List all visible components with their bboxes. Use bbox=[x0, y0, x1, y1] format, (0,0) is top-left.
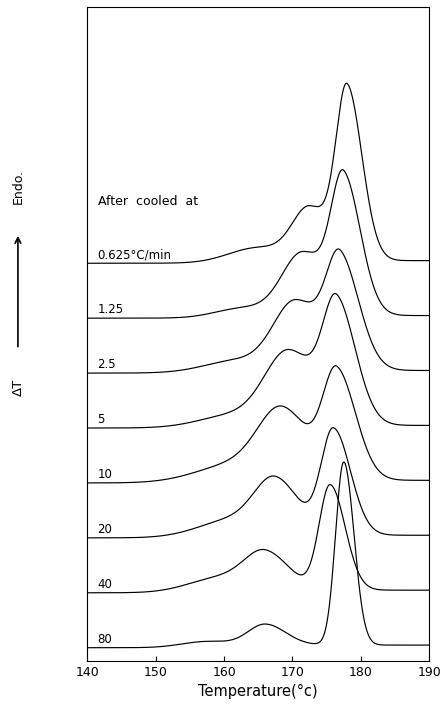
Text: ΔT: ΔT bbox=[11, 379, 25, 396]
Text: 10: 10 bbox=[98, 468, 112, 481]
Text: 80: 80 bbox=[98, 633, 112, 646]
Text: After  cooled  at: After cooled at bbox=[98, 195, 198, 208]
Text: 5: 5 bbox=[98, 413, 105, 426]
Text: 20: 20 bbox=[98, 523, 112, 536]
Text: 0.625°C/min: 0.625°C/min bbox=[98, 248, 172, 261]
Text: 1.25: 1.25 bbox=[98, 303, 124, 316]
X-axis label: Temperature(°c): Temperature(°c) bbox=[198, 684, 318, 699]
Text: 40: 40 bbox=[98, 578, 112, 590]
Text: Endo.: Endo. bbox=[11, 169, 25, 204]
Text: 2.5: 2.5 bbox=[98, 358, 116, 371]
